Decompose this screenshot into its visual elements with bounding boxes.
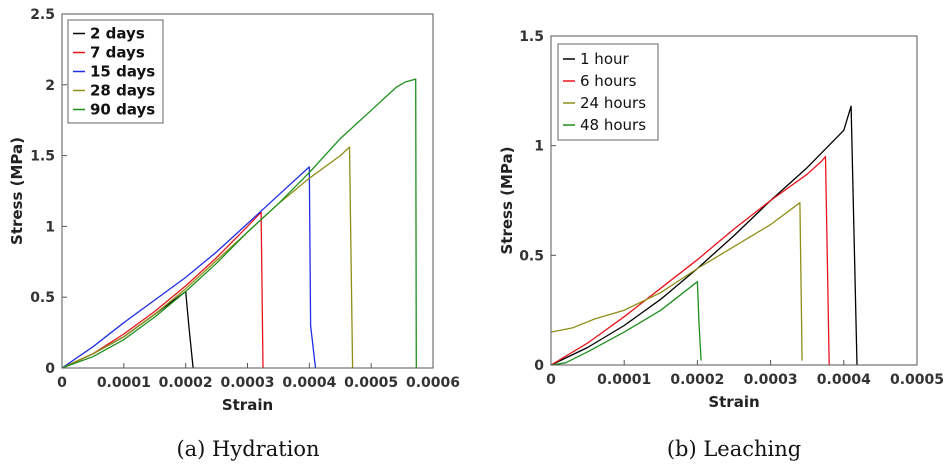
y-tick-label: 1.5 <box>30 149 55 165</box>
y-axis-label: Stress (MPa) <box>8 137 26 245</box>
y-tick-label: 0 <box>534 358 544 374</box>
y-tick-label: 1 <box>45 219 55 235</box>
series-line-3 <box>61 166 317 369</box>
series-line-1 <box>550 105 858 366</box>
x-tick-label: 0.0004 <box>817 372 871 388</box>
legend: 1 hour 6 hours 24 hours 48 hours <box>557 43 659 141</box>
y-tick-label: 2 <box>45 78 55 94</box>
chart-hydration: 0 0.0001 0.0002 0.0003 0.0004 0.0005 0.0006 0 0.… <box>8 7 460 461</box>
y-tick-label: 2.5 <box>30 7 55 23</box>
legend-entry: 48 hours <box>580 116 646 134</box>
x-tick-label: 0.0005 <box>344 375 398 391</box>
x-tick-label: 0.0004 <box>282 375 336 391</box>
x-tick-label: 0.0003 <box>744 372 798 388</box>
x-tick-label: 0.0001 <box>97 375 151 391</box>
x-axis-label: Strain <box>222 396 273 414</box>
legend-entry: 24 hours <box>580 94 646 112</box>
x-tick-label: 0.0002 <box>159 375 213 391</box>
x-tick-label: 0.0006 <box>406 375 460 391</box>
caption: (b) Leaching <box>667 437 801 461</box>
legend-box <box>557 43 659 141</box>
x-tick-label: 0.0002 <box>670 372 724 388</box>
series-line-2 <box>61 211 264 369</box>
x-tick-label: 0.0001 <box>597 372 651 388</box>
legend-entry: 90 days <box>90 101 155 119</box>
y-tick-label: 0.5 <box>30 290 55 306</box>
x-tick-label: 0 <box>57 375 67 391</box>
series-line-5 <box>61 78 417 369</box>
plot-area-frame <box>550 35 918 366</box>
legend-entry: 6 hours <box>580 72 637 90</box>
x-tick-label: 0.0005 <box>890 372 944 388</box>
series-line-4 <box>61 146 354 369</box>
y-tick-label: 0 <box>45 361 55 377</box>
y-tick-label: 0.5 <box>519 248 544 264</box>
legend-entry: 1 hour <box>580 50 630 68</box>
series-line-1 <box>61 290 194 369</box>
caption: (a) Hydration <box>176 437 319 461</box>
y-tick-label: 1.5 <box>519 29 544 45</box>
legend-entry: 15 days <box>90 63 155 81</box>
y-axis-label: Stress (MPa) <box>498 147 516 255</box>
y-tick-label: 1 <box>534 139 544 155</box>
series-line-2 <box>550 155 830 366</box>
legend-entry: 7 days <box>90 44 145 62</box>
x-tick-label: 0 <box>546 372 556 388</box>
x-axis-label: Strain <box>708 393 759 411</box>
legend-entry: 28 days <box>90 82 155 100</box>
chart-leaching: 0 0.0001 0.0002 0.0003 0.0004 0.000500.511.5 … <box>498 29 944 461</box>
series-line-4 <box>550 281 702 366</box>
x-tick-label: 0.0003 <box>220 375 274 391</box>
legend-entry: 2 days <box>90 25 145 43</box>
series-line-3 <box>550 202 803 361</box>
